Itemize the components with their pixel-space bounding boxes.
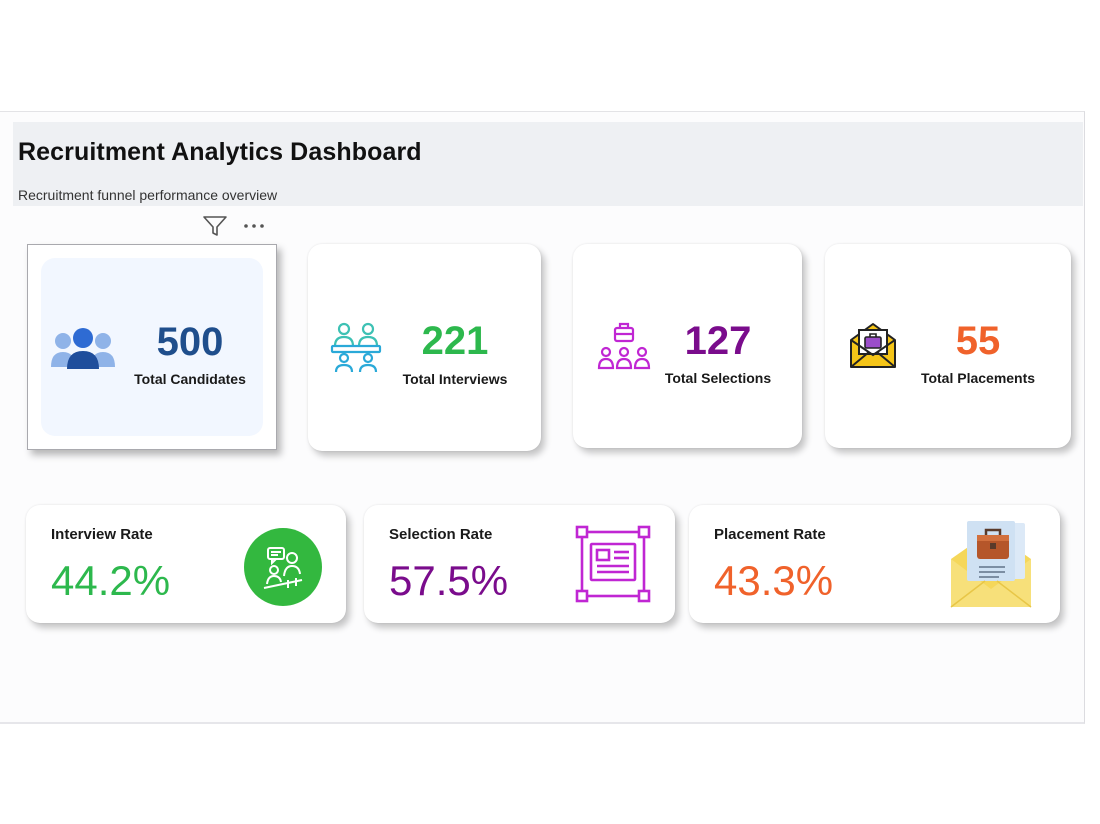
kpi-value: 55	[955, 319, 1001, 363]
kpi-label: Total Selections	[664, 370, 772, 386]
card-highlight	[41, 258, 263, 436]
rate-card-interview-rate[interactable]: Interview Rate 44.2%	[26, 505, 346, 623]
kpi-card-total-placements[interactable]: 55 Total Placements	[825, 244, 1071, 448]
visual-header-toolbar	[202, 213, 277, 239]
interview-meeting-icon	[330, 322, 382, 373]
more-options-icon[interactable]	[242, 221, 268, 231]
document-frame-icon	[575, 525, 651, 603]
people-group-icon	[51, 328, 115, 369]
header-band: Recruitment Analytics Dashboard Recruitm…	[13, 122, 1083, 206]
kpi-card-total-interviews[interactable]: 221 Total Interviews	[308, 244, 541, 451]
kpi-card-total-candidates[interactable]: 500 Total Candidates	[27, 244, 277, 450]
rate-value: 44.2%	[51, 557, 171, 604]
selection-team-icon	[597, 322, 651, 370]
rate-label: Placement Rate	[714, 526, 826, 543]
page-subtitle: Recruitment funnel performance overview	[18, 187, 278, 203]
report-canvas: Recruitment Analytics Dashboard Recruitm…	[0, 111, 1085, 724]
kpi-label: Total Candidates	[134, 371, 246, 387]
rate-label: Selection Rate	[389, 526, 493, 543]
kpi-value: 500	[156, 320, 224, 364]
kpi-card-total-selections[interactable]: 127 Total Selections	[573, 244, 802, 448]
kpi-value: 221	[421, 319, 489, 363]
interview-chat-icon	[244, 528, 322, 606]
rate-label: Interview Rate	[51, 526, 153, 543]
kpi-label: Total Placements	[920, 370, 1036, 386]
kpi-label: Total Interviews	[402, 371, 508, 387]
briefcase-envelope-icon	[950, 521, 1032, 608]
rate-card-placement-rate[interactable]: Placement Rate 43.3%	[689, 505, 1060, 623]
filter-icon[interactable]	[202, 214, 228, 238]
offer-envelope-icon	[850, 323, 896, 368]
page-title: Recruitment Analytics Dashboard	[18, 138, 422, 166]
kpi-value: 127	[684, 319, 752, 363]
rate-value: 43.3%	[714, 557, 834, 604]
rate-value: 57.5%	[389, 557, 509, 604]
rate-card-selection-rate[interactable]: Selection Rate 57.5%	[364, 505, 675, 623]
